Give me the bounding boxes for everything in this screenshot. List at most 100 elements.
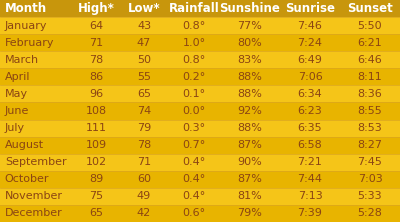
Text: 74: 74: [137, 106, 151, 116]
Text: 50: 50: [137, 55, 151, 65]
Text: 108: 108: [86, 106, 106, 116]
Text: Low*: Low*: [128, 2, 160, 15]
Text: 88%: 88%: [238, 123, 262, 133]
Text: 0.3°: 0.3°: [182, 123, 206, 133]
Text: 71: 71: [137, 157, 151, 167]
Text: 87%: 87%: [238, 140, 262, 150]
Text: 88%: 88%: [238, 72, 262, 82]
Text: 7:24: 7:24: [298, 38, 322, 48]
Text: Month: Month: [5, 2, 47, 15]
Bar: [0, 188, 400, 205]
Text: 55: 55: [137, 72, 151, 82]
Text: 87%: 87%: [238, 174, 262, 184]
Text: High*: High*: [78, 2, 114, 15]
Text: 5:28: 5:28: [358, 208, 382, 218]
Text: 1.0°: 1.0°: [182, 38, 206, 48]
Text: 109: 109: [86, 140, 106, 150]
Text: 7:44: 7:44: [298, 174, 322, 184]
Text: January: January: [5, 21, 47, 31]
Text: 90%: 90%: [238, 157, 262, 167]
Text: 75: 75: [89, 191, 103, 201]
Bar: [0, 0, 400, 17]
Text: 5:50: 5:50: [358, 21, 382, 31]
Text: 65: 65: [137, 89, 151, 99]
Bar: [0, 34, 400, 51]
Text: 79%: 79%: [238, 208, 262, 218]
Text: 0.6°: 0.6°: [182, 208, 206, 218]
Text: 0.8°: 0.8°: [182, 21, 206, 31]
Text: Sunshine: Sunshine: [220, 2, 280, 15]
Text: December: December: [5, 208, 62, 218]
Bar: [0, 154, 400, 171]
Text: 8:55: 8:55: [358, 106, 382, 116]
Text: 7:39: 7:39: [298, 208, 322, 218]
Text: 7:06: 7:06: [298, 72, 322, 82]
Text: 6:21: 6:21: [358, 38, 382, 48]
Text: October: October: [5, 174, 49, 184]
Bar: [0, 68, 400, 85]
Text: July: July: [5, 123, 25, 133]
Text: 79: 79: [137, 123, 151, 133]
Text: 6:23: 6:23: [298, 106, 322, 116]
Bar: [0, 85, 400, 103]
Text: 89: 89: [89, 174, 103, 184]
Text: 102: 102: [86, 157, 106, 167]
Text: 0.4°: 0.4°: [182, 191, 206, 201]
Text: 8:36: 8:36: [358, 89, 382, 99]
Text: 81%: 81%: [238, 191, 262, 201]
Text: March: March: [5, 55, 39, 65]
Text: 88%: 88%: [238, 89, 262, 99]
Text: 6:58: 6:58: [298, 140, 322, 150]
Bar: [0, 137, 400, 154]
Text: April: April: [5, 72, 30, 82]
Text: 0.1°: 0.1°: [182, 89, 206, 99]
Text: 0.8°: 0.8°: [182, 55, 206, 65]
Text: November: November: [5, 191, 63, 201]
Text: 6:46: 6:46: [358, 55, 382, 65]
Text: 0.7°: 0.7°: [182, 140, 206, 150]
Text: Sunrise: Sunrise: [285, 2, 335, 15]
Text: 8:53: 8:53: [358, 123, 382, 133]
Text: 77%: 77%: [238, 21, 262, 31]
Text: 111: 111: [86, 123, 106, 133]
Text: 8:27: 8:27: [358, 140, 382, 150]
Text: 65: 65: [89, 208, 103, 218]
Bar: [0, 51, 400, 68]
Bar: [0, 171, 400, 188]
Text: 78: 78: [89, 55, 103, 65]
Text: June: June: [5, 106, 29, 116]
Text: 64: 64: [89, 21, 103, 31]
Text: 60: 60: [137, 174, 151, 184]
Text: 71: 71: [89, 38, 103, 48]
Text: 0.4°: 0.4°: [182, 157, 206, 167]
Text: 7:45: 7:45: [358, 157, 382, 167]
Text: 7:46: 7:46: [298, 21, 322, 31]
Text: 47: 47: [137, 38, 151, 48]
Text: 92%: 92%: [238, 106, 262, 116]
Text: 7:13: 7:13: [298, 191, 322, 201]
Text: 0.4°: 0.4°: [182, 174, 206, 184]
Text: 49: 49: [137, 191, 151, 201]
Text: 0.0°: 0.0°: [182, 106, 206, 116]
Text: 96: 96: [89, 89, 103, 99]
Text: 0.2°: 0.2°: [182, 72, 206, 82]
Text: 83%: 83%: [238, 55, 262, 65]
Bar: [0, 103, 400, 119]
Text: Rainfall: Rainfall: [169, 2, 219, 15]
Bar: [0, 17, 400, 34]
Text: 6:34: 6:34: [298, 89, 322, 99]
Text: May: May: [5, 89, 28, 99]
Text: 80%: 80%: [238, 38, 262, 48]
Text: 6:35: 6:35: [298, 123, 322, 133]
Bar: [0, 205, 400, 222]
Text: September: September: [5, 157, 66, 167]
Text: 6:49: 6:49: [298, 55, 322, 65]
Text: February: February: [5, 38, 54, 48]
Text: 86: 86: [89, 72, 103, 82]
Text: 78: 78: [137, 140, 151, 150]
Text: 42: 42: [137, 208, 151, 218]
Text: 8:11: 8:11: [358, 72, 382, 82]
Text: 7:21: 7:21: [298, 157, 322, 167]
Text: 43: 43: [137, 21, 151, 31]
Text: 7:03: 7:03: [358, 174, 382, 184]
